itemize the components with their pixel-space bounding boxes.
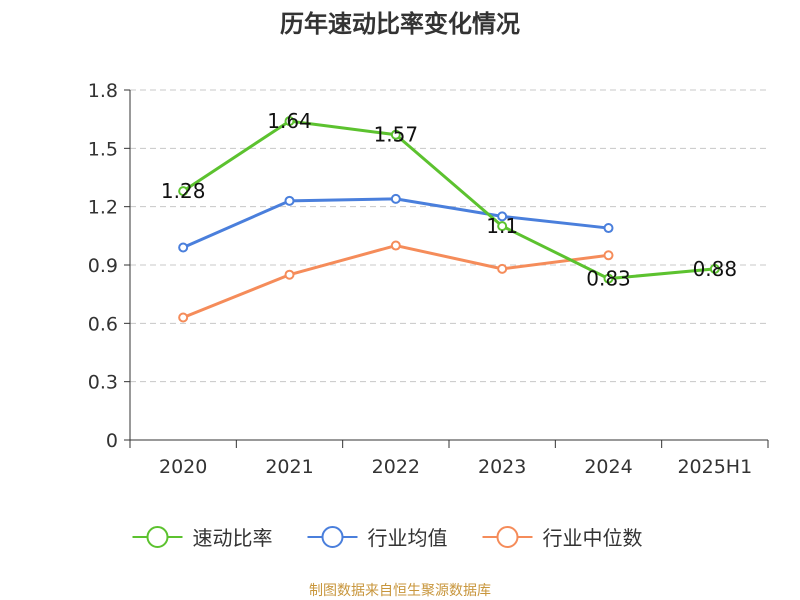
y-tick-label: 1.2 bbox=[88, 197, 118, 219]
x-tick-label: 2024 bbox=[584, 456, 632, 478]
legend-label: 行业中位数 bbox=[543, 526, 643, 550]
y-tick-label: 0.9 bbox=[88, 255, 118, 277]
data-label: 0.88 bbox=[693, 257, 738, 281]
data-point bbox=[497, 221, 508, 232]
data-point bbox=[390, 193, 401, 204]
data-point bbox=[284, 116, 295, 127]
y-tick-label: 0 bbox=[106, 430, 118, 452]
legend: 速动比率 行业均值 行业中位数 bbox=[132, 526, 643, 550]
data-point bbox=[603, 273, 614, 284]
data-label: 1.57 bbox=[374, 123, 419, 147]
x-tick-label: 2025H1 bbox=[677, 456, 752, 478]
y-tick-label: 0.3 bbox=[88, 372, 118, 394]
y-tick-label: 1.8 bbox=[88, 80, 118, 102]
data-point bbox=[390, 240, 401, 251]
legend-item[interactable]: 速动比率 bbox=[132, 526, 273, 550]
grid-lines bbox=[130, 89, 768, 383]
legend-marker bbox=[146, 526, 169, 548]
data-point bbox=[178, 242, 189, 253]
legend-marker bbox=[496, 526, 519, 548]
series-line bbox=[182, 244, 609, 319]
axes: 0 0.3 0.6 0.9 1.2 1.5 1.8 2020 2021 2022 2023 2024 2… bbox=[88, 80, 769, 478]
y-tick-label: 0.6 bbox=[88, 313, 118, 335]
data-point bbox=[603, 223, 614, 234]
data-point bbox=[497, 263, 508, 274]
data-point bbox=[284, 195, 295, 206]
legend-label: 行业均值 bbox=[368, 526, 448, 550]
legend-marker bbox=[321, 526, 344, 548]
data-label: 1.1 bbox=[486, 214, 518, 238]
series-layer bbox=[178, 116, 720, 323]
legend-label: 速动比率 bbox=[193, 526, 273, 550]
y-tick-label: 1.5 bbox=[88, 138, 118, 160]
data-point bbox=[603, 250, 614, 261]
data-point bbox=[497, 211, 508, 222]
source-note: 制图数据来自恒生聚源数据库 bbox=[309, 583, 491, 599]
data-label: 1.64 bbox=[267, 109, 312, 133]
legend-item[interactable]: 行业中位数 bbox=[482, 526, 643, 550]
x-tick-label: 2023 bbox=[478, 456, 526, 478]
data-point bbox=[178, 312, 189, 323]
x-tick-label: 2020 bbox=[159, 456, 207, 478]
data-label: 1.28 bbox=[161, 179, 206, 203]
chart-title: 历年速动比率变化情况 bbox=[280, 10, 520, 38]
legend-item[interactable]: 行业均值 bbox=[307, 526, 448, 550]
data-point bbox=[284, 269, 295, 280]
data-point bbox=[178, 186, 189, 197]
data-point bbox=[709, 263, 720, 274]
data-label: 0.83 bbox=[586, 267, 631, 291]
x-tick-label: 2021 bbox=[265, 456, 313, 478]
series-line bbox=[182, 119, 715, 281]
x-tick-label: 2022 bbox=[372, 456, 420, 478]
data-point bbox=[390, 129, 401, 140]
data-labels: 1.28 1.64 1.57 1.1 0.83 0.88 bbox=[161, 109, 737, 291]
